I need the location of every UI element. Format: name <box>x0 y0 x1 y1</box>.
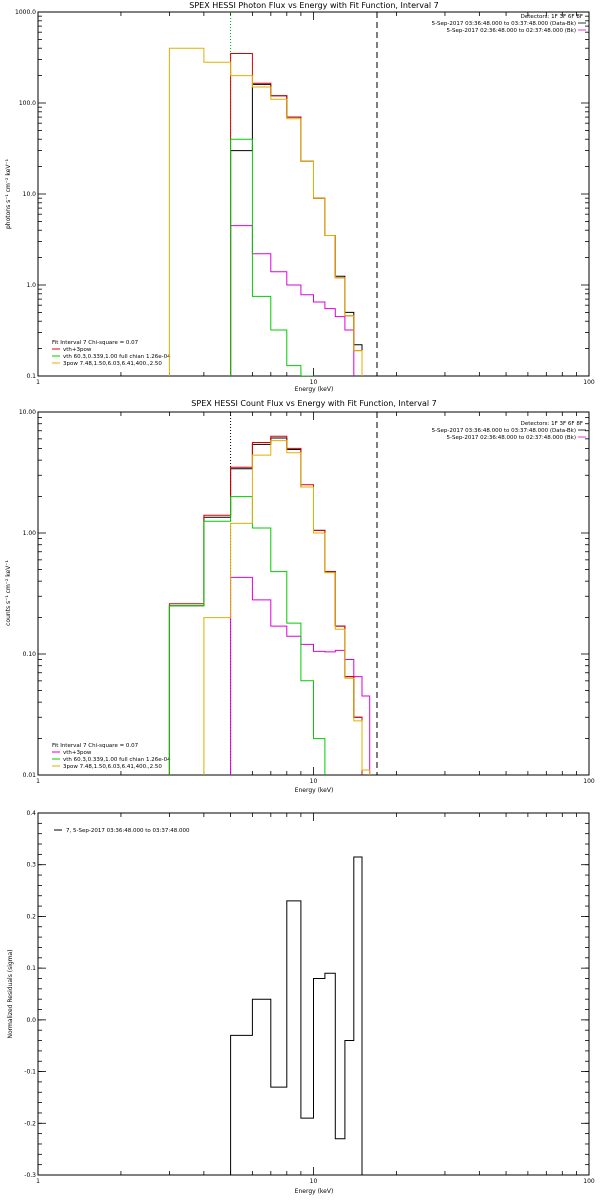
count-legend-vth: vth 60.3,0.339,1.00 full chian 1.26e-04 <box>63 757 171 763</box>
c2-y-tick-label: -0.1 <box>24 1069 36 1076</box>
c1-x-tick-label: 100 <box>583 778 595 785</box>
c0-x-tick-label: 1 <box>36 379 40 386</box>
photon-detectors-text: Detectors: 1F 3F 6F 8F <box>521 14 583 20</box>
c2-y-tick-label: -0.2 <box>24 1120 36 1127</box>
c2-y-tick-label: 0.1 <box>26 965 36 972</box>
residuals-xlabel: Energy (keV) <box>295 1188 334 1195</box>
photon-fit-text: Fit Interval 7 Chi-square = 0.07 <box>52 340 139 346</box>
c0-y-tick-label: 1.0 <box>26 282 36 289</box>
c2-x-tick-label: 1 <box>36 1178 40 1185</box>
c0-x-tick-label: 100 <box>583 379 595 386</box>
photon-legend-vth: vth 60.3,0.339,1.00 full chian 1.26e-04 <box>63 354 171 360</box>
c0-y-tick-label: 100.0 <box>19 100 36 107</box>
c1-series-data-bk <box>168 437 370 775</box>
count-legend-total: vth+3pow <box>63 750 92 756</box>
c0-y-tick-label: 10.0 <box>23 191 37 198</box>
c2-y-tick-label: 0.3 <box>26 862 36 869</box>
count-detectors-text: Detectors: 1F 3F 6F 8F <box>521 421 583 427</box>
c0-series-vth <box>230 138 314 376</box>
count-legend-3pow: 3pow 7.48,1.50,6.03,6.41,400.,2.50 <box>63 764 162 770</box>
count-flux-xlabel: Energy (keV) <box>295 787 334 794</box>
c2-y-tick-label: 0.4 <box>26 810 36 817</box>
photon-flux-panel: SPEX HESSI Photon Flux vs Energy with Fi… <box>5 1 595 393</box>
c2-series-7-5-sep-2017-03-36-48-000-to-03-37-48-000 <box>230 856 363 1175</box>
c0-x-tick-label: 10 <box>310 379 318 386</box>
c0-series-data-bk <box>230 83 363 376</box>
photon-flux-xlabel: Energy (keV) <box>295 386 334 393</box>
c1-series-bk <box>230 576 371 775</box>
c1-y-tick-label: 0.01 <box>23 772 37 779</box>
residuals-legend: 7, 5-Sep-2017 03:36:48.000 to 03:37:48.0… <box>66 828 190 834</box>
count-data-interval-text: 5-Sep-2017 03:36:48.000 to 03:37:48.000 … <box>432 428 576 434</box>
photon-flux-ylabel: photons s⁻¹ cm⁻² keV⁻¹ <box>5 158 12 229</box>
photon-legend-3pow: 3pow 7.48,1.50,6.03,6.41,400.,2.50 <box>63 361 162 367</box>
residuals-ylabel: Normalized Residuals (sigma) <box>7 949 14 1038</box>
count-flux-ylabel: counts s⁻¹ cm⁻² keV⁻¹ <box>5 560 12 626</box>
photon-data-interval-text: 5-Sep-2017 03:36:48.000 to 03:37:48.000 … <box>432 21 576 27</box>
c1-series-vth <box>168 496 326 775</box>
c2-y-tick-label: -0.3 <box>24 1172 36 1179</box>
count-flux-title: SPEX HESSI Count Flux vs Energy with Fit… <box>191 399 436 408</box>
c2-y-tick-label: 0.0 <box>26 1017 36 1024</box>
c0-series-3pow <box>168 47 363 376</box>
c0-y-tick-label: 0.1 <box>26 373 36 380</box>
c0-y-tick-label: 1000.0 <box>15 9 36 16</box>
count-fit-text: Fit Interval 7 Chi-square = 0.07 <box>52 743 139 749</box>
c1-x-tick-label: 10 <box>310 778 318 785</box>
residuals-panel: Energy (keV) Normalized Residuals (sigma… <box>7 810 595 1195</box>
photon-bk-interval-text: 5-Sep-2017 02:36:48.000 to 02:37:48.000 … <box>447 28 577 34</box>
c1-series-3pow <box>203 440 371 775</box>
c2-x-tick-label: 10 <box>310 1178 318 1185</box>
c2-y-tick-label: 0.2 <box>26 913 36 920</box>
c0-series-vth-3pow <box>230 53 363 376</box>
photon-legend-total: vth+3pow <box>63 347 92 353</box>
photon-flux-title: SPEX HESSI Photon Flux vs Energy with Fi… <box>189 1 439 10</box>
c1-y-tick-label: 1.00 <box>23 530 37 537</box>
c0-series-bk <box>230 225 355 376</box>
c1-x-tick-label: 1 <box>36 778 40 785</box>
count-bk-interval-text: 5-Sep-2017 02:36:48.000 to 02:37:48.000 … <box>447 435 577 441</box>
count-flux-panel: SPEX HESSI Count Flux vs Energy with Fit… <box>5 399 595 794</box>
c1-y-tick-label: 10.00 <box>19 409 36 416</box>
c2-x-tick-label: 100 <box>583 1178 595 1185</box>
c1-y-tick-label: 0.10 <box>23 651 37 658</box>
